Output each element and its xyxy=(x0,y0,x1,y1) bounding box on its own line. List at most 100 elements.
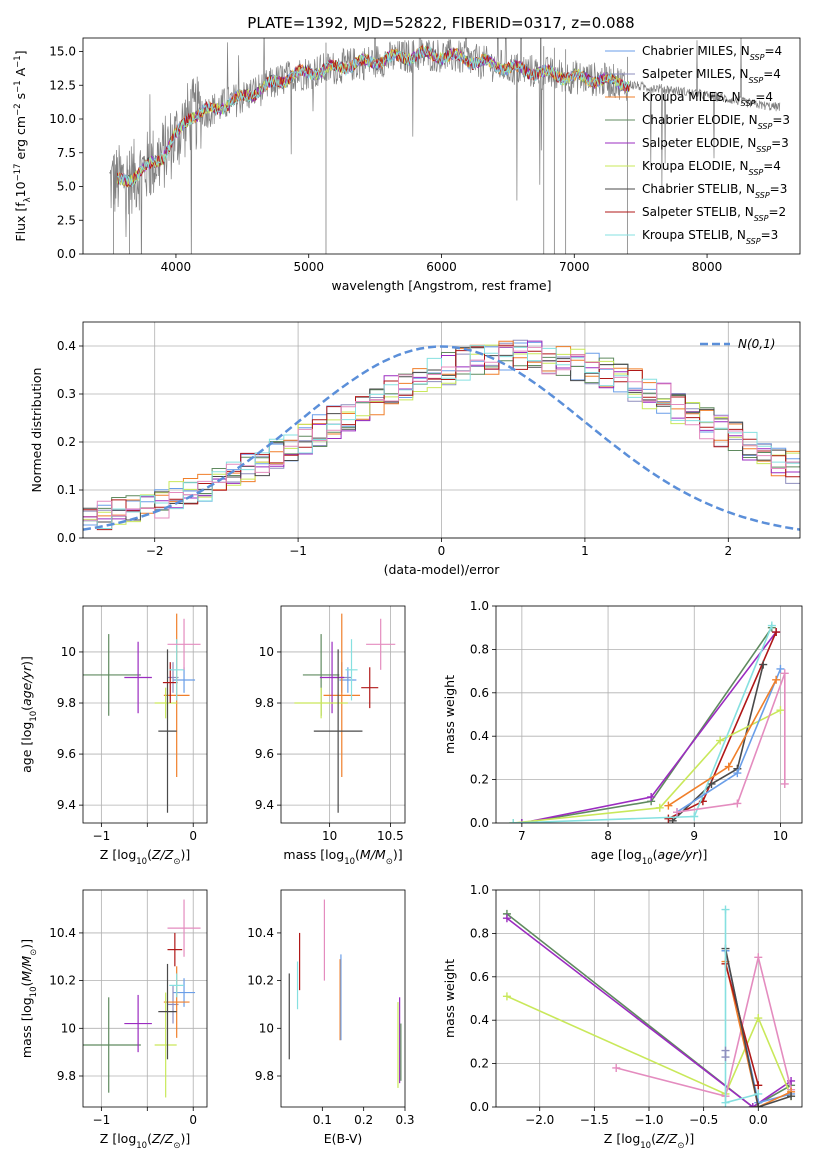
legend-entry: N(0,1) xyxy=(700,337,775,351)
y-tick-label: 9.8 xyxy=(57,696,76,710)
series-marker xyxy=(772,675,781,684)
plot-area xyxy=(83,339,800,531)
series-marker xyxy=(733,769,742,778)
residuals-panel: −2 −1 0 1 2 0.0 0.1 0.2 0.3 0.4 (data-model)/error… xyxy=(29,321,801,577)
series-line-salpeter-elodie xyxy=(506,917,792,1107)
y-tick-label: 0.1 xyxy=(57,483,76,497)
age-vs-metallicity-panel: −1 0 9.4 9.6 9.8 10 Z [log10(Z/Z⊙)] age [log10(… xyxy=(19,605,208,867)
x-axis-label: Z [log10(Z/Z⊙)] xyxy=(100,847,190,867)
series-line-chabrier-elodie xyxy=(506,913,792,1107)
data-point-salpeter-stelib xyxy=(162,662,178,704)
histogram-pink xyxy=(83,345,800,521)
data-point-kroupa-stelib xyxy=(169,639,185,701)
legend-label: Chabrier ELODIE, NSSP=3 xyxy=(642,113,790,131)
data-point-pink xyxy=(167,618,201,670)
data-point-kroupa-elodie xyxy=(154,992,177,1098)
y-axis-label: mass weight xyxy=(442,959,457,1038)
series-marker xyxy=(724,762,733,771)
y-tick-label: 0.4 xyxy=(57,339,76,353)
legend-label: Chabrier STELIB, NSSP=3 xyxy=(642,182,787,200)
y-tick-label: 0.2 xyxy=(470,773,489,787)
data-point-salpeter-elodie xyxy=(124,641,152,714)
legend-label: Salpeter MILES, NSSP=4 xyxy=(642,67,781,85)
y-tick-label: 7.5 xyxy=(57,146,76,160)
y-tick-label: 0.6 xyxy=(470,970,489,984)
series-marker xyxy=(664,801,673,810)
x-tick-label: 0.1 xyxy=(313,1113,332,1127)
data-point-salpeter-stelib xyxy=(167,932,183,967)
legend-entry: Kroupa ELODIE, NSSP=4 xyxy=(605,159,781,177)
x-axis-label: age [log10(age/yr)] xyxy=(591,847,708,867)
figure-title: PLATE=1392, MJD=52822, FIBERID=0317, z=0… xyxy=(247,14,634,32)
series-line-chabrier-elodie xyxy=(521,627,773,823)
series-marker xyxy=(647,792,656,801)
x-axis-label: (data-model)/error xyxy=(384,562,501,577)
x-tick-label: 0.0 xyxy=(749,1113,768,1127)
series-marker xyxy=(668,816,677,823)
mass-weight-vs-metallicity-panel: −2.0 −1.5 −1.0 −0.5 0.0 0.0 0.2 0.4 0.6 0.8 1.0 Z [… xyxy=(442,883,803,1151)
series-marker xyxy=(707,779,716,788)
y-tick-label: 0.4 xyxy=(470,729,489,743)
y-tick-label: 10.4 xyxy=(247,926,274,940)
data-point-pink xyxy=(167,899,201,957)
plot-area xyxy=(509,621,789,823)
y-tick-label: 0.8 xyxy=(470,926,489,940)
x-tick-label: −1.0 xyxy=(634,1113,663,1127)
series-marker xyxy=(612,1063,621,1072)
y-tick-label: 0.0 xyxy=(470,1100,489,1114)
y-axis-label: mass weight xyxy=(442,675,457,754)
series-marker xyxy=(502,914,511,923)
x-tick-label: 0 xyxy=(189,1113,197,1127)
data-point-salpeter-elodie xyxy=(319,641,345,714)
data-point-salpeter-elodie xyxy=(124,994,152,1053)
series-marker xyxy=(754,1081,763,1090)
y-axis-label: Normed distribution xyxy=(29,368,44,493)
y-tick-label: 10.2 xyxy=(247,974,274,988)
y-tick-label: 9.8 xyxy=(255,696,274,710)
data-point-chabrier-elodie xyxy=(83,997,141,1093)
x-tick-label: 0.3 xyxy=(395,1113,414,1127)
x-tick-label: 8000 xyxy=(692,260,723,274)
age-vs-mass-panel: 10 10.5 9.4 9.6 9.8 10 mass [log10(M/M⊙)] xyxy=(255,605,406,867)
data-point-salpeter-stelib xyxy=(361,667,379,709)
data-point-chabrier-stelib xyxy=(158,963,177,1060)
y-tick-label: 0.0 xyxy=(470,816,489,830)
y-tick-label: 2.5 xyxy=(57,213,76,227)
x-tick-label: 6000 xyxy=(426,260,457,274)
y-axis-label: Flux [fλ10−17 erg cm−2 s−1 A−1] xyxy=(13,50,33,241)
y-tick-label: 10.4 xyxy=(49,926,76,940)
y-tick-label: 0.0 xyxy=(57,247,76,261)
x-tick-label: −1 xyxy=(289,544,307,558)
series-marker xyxy=(754,953,763,962)
series-marker xyxy=(748,1103,757,1107)
series-line-pink xyxy=(676,673,786,813)
data-point-chabrier-elodie xyxy=(83,634,141,716)
series-line-kroupa-miles xyxy=(724,961,792,1107)
legend-entry: Salpeter MILES, NSSP=4 xyxy=(605,67,781,85)
series-marker xyxy=(787,1092,796,1101)
y-axis-label: age [log10(age/yr)] xyxy=(19,656,39,773)
legend-entry: Salpeter ELODIE, NSSP=3 xyxy=(605,136,789,154)
legend-entry: Chabrier STELIB, NSSP=3 xyxy=(605,182,787,200)
x-tick-label: 10 xyxy=(773,829,788,843)
y-tick-label: 10 xyxy=(259,645,274,659)
legend-entry: Kroupa STELIB, NSSP=3 xyxy=(605,228,778,246)
x-tick-label: 0 xyxy=(189,829,197,843)
y-tick-label: 0.6 xyxy=(470,686,489,700)
x-tick-label: 4000 xyxy=(161,260,192,274)
y-tick-label: 10.2 xyxy=(49,974,76,988)
x-tick-label: −2.0 xyxy=(525,1113,554,1127)
series-marker xyxy=(754,1089,763,1098)
histogram-kroupa-elodie xyxy=(83,344,800,525)
legend-label: Kroupa MILES, NSSP=4 xyxy=(642,90,773,108)
data-point-kroupa-miles xyxy=(323,613,361,778)
series-line-salpeter-elodie xyxy=(521,631,777,823)
series-line-chabrier-stelib xyxy=(724,948,792,1107)
axes-frame xyxy=(82,889,208,1108)
x-tick-label: 5000 xyxy=(293,260,324,274)
axes-frame xyxy=(82,37,801,255)
y-tick-label: 1.0 xyxy=(470,883,489,897)
series-marker xyxy=(690,812,699,821)
axes-frame xyxy=(495,605,803,824)
mass-vs-ebv-panel: 0.1 0.2 0.3 9.8 10 10.2 10.4 E(B-V) xyxy=(247,889,415,1146)
